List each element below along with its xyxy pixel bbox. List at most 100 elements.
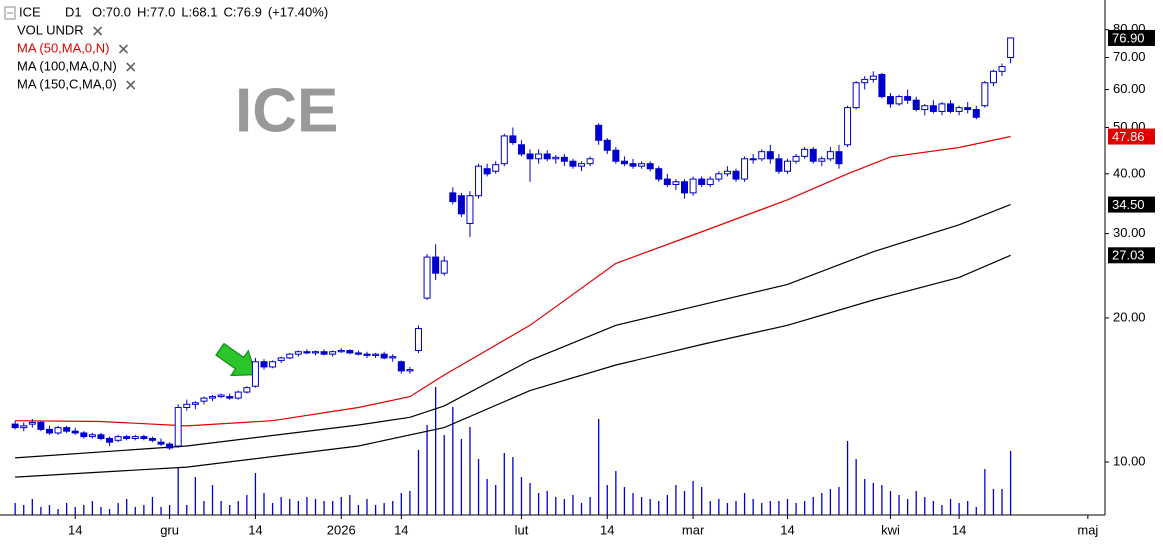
candle-body: [706, 178, 714, 185]
candle-body: [509, 135, 517, 144]
candle-body: [929, 105, 937, 112]
candle-body: [80, 432, 88, 438]
x-tick-label: gru: [160, 522, 179, 537]
candle-body: [852, 82, 860, 109]
quote: O:70.0: [92, 4, 131, 19]
candle-body: [303, 351, 311, 354]
candle-body: [809, 148, 817, 162]
candle-body: [672, 181, 680, 185]
candle-body: [277, 357, 285, 361]
candle-body: [346, 349, 354, 354]
collapse-icon[interactable]: [4, 6, 16, 20]
candle-body: [912, 99, 920, 111]
candle-body: [569, 160, 577, 167]
candle-body: [140, 436, 148, 439]
candle-body: [878, 74, 886, 98]
moving-average: [15, 204, 1011, 459]
candle-body: [766, 151, 774, 160]
candle-body: [131, 436, 139, 439]
candle-body: [904, 96, 912, 101]
candle-body: [372, 353, 380, 356]
price-label-bg: [1108, 247, 1155, 264]
candle-body: [681, 181, 689, 194]
x-tick-label: 14: [780, 522, 794, 537]
candle-body: [148, 437, 156, 441]
x-tick-label: mar: [682, 522, 705, 537]
candle-body: [28, 421, 36, 425]
candle-body: [286, 353, 294, 359]
candle-body: [655, 168, 663, 180]
x-tick-label: kwi: [881, 522, 900, 537]
x-tick-label: lut: [515, 522, 529, 537]
candle-body: [989, 70, 997, 84]
candle-body: [440, 260, 448, 274]
y-tick-label: 10.00: [1113, 453, 1146, 468]
candle-body: [560, 156, 568, 162]
quote: (+17.40%): [268, 4, 328, 19]
candle-body: [294, 351, 302, 355]
price-label: 34.50: [1112, 197, 1145, 212]
candle-body: [397, 361, 405, 372]
candle-body: [183, 403, 191, 408]
candle-body: [414, 328, 422, 351]
candle-body: [921, 105, 929, 111]
close-icon[interactable]: [93, 26, 103, 36]
candle-body: [955, 107, 963, 112]
candle-body: [861, 78, 869, 84]
candle-body: [174, 406, 182, 447]
candle-body: [166, 443, 174, 449]
candle-body: [938, 103, 946, 112]
candle-body: [895, 96, 903, 105]
y-tick-label: 60.00: [1113, 81, 1146, 96]
candle-body: [354, 352, 362, 355]
candle-body: [638, 163, 646, 167]
candle-body: [723, 170, 731, 175]
candle-body: [251, 361, 259, 387]
candle-body: [217, 394, 225, 398]
candle-body: [449, 192, 457, 203]
price-label-bg: [1108, 29, 1155, 46]
candle-body: [663, 178, 671, 185]
x-tick-label: 14: [952, 522, 966, 537]
close-icon[interactable]: [118, 44, 129, 54]
candle-body: [981, 82, 989, 107]
candle-body: [37, 421, 45, 430]
candle-body: [603, 139, 611, 151]
x-tick-label: 2026: [327, 522, 356, 537]
indicator-label: MA (100,MA,0,N): [17, 58, 117, 73]
candle-body: [226, 396, 234, 399]
candle-body: [835, 151, 843, 165]
price-label: 76.90: [1112, 30, 1145, 45]
y-tick-label: 30.00: [1113, 225, 1146, 240]
candle-body: [492, 164, 500, 172]
price-label: 27.03: [1112, 248, 1145, 263]
candle-body: [243, 387, 251, 393]
candle-body: [380, 353, 388, 359]
candle-body: [63, 427, 71, 432]
moving-average: [15, 135, 1011, 427]
close-icon[interactable]: [126, 80, 136, 90]
candle-body: [998, 66, 1006, 72]
candle-body: [20, 425, 28, 429]
candle-body: [629, 163, 637, 167]
candle-body: [758, 151, 766, 160]
candle-body: [106, 437, 114, 443]
arrow: [215, 342, 257, 377]
candle-body: [475, 165, 483, 197]
candle-body: [715, 173, 723, 180]
candle-body: [54, 427, 62, 434]
x-tick-label: 14: [68, 522, 82, 537]
candle-body: [947, 103, 955, 112]
candle-body: [972, 109, 980, 118]
candle-body: [423, 256, 431, 299]
candle-body: [749, 158, 757, 161]
watermark: ICE: [235, 76, 338, 145]
candle-body: [234, 391, 242, 399]
candle-body: [200, 397, 208, 402]
indicator-label: MA (50,MA,0,N): [17, 40, 109, 55]
candle-body: [312, 351, 320, 354]
candle-body: [123, 436, 131, 439]
candle-body: [698, 178, 706, 185]
close-icon[interactable]: [126, 62, 136, 72]
